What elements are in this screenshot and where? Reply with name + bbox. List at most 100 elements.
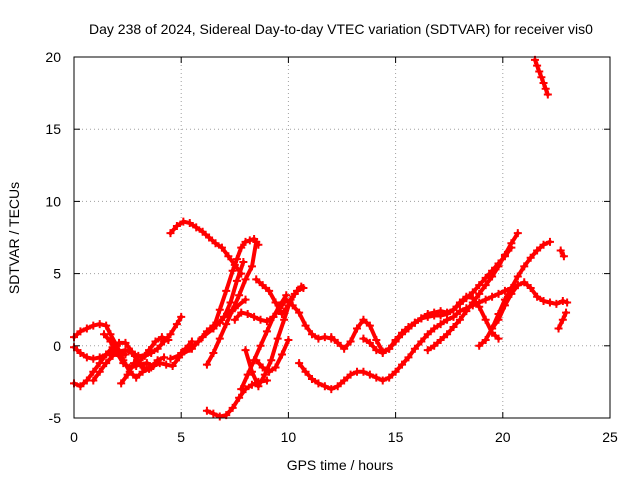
chart-title: Day 238 of 2024, Sidereal Day-to-day VTE… [89, 21, 593, 37]
x-tick-label: 10 [281, 429, 297, 445]
data-point [353, 324, 362, 333]
data-point [481, 315, 490, 324]
data-point [82, 353, 91, 362]
data-point [153, 344, 162, 353]
data-point [250, 312, 259, 321]
y-tick-label: 5 [53, 266, 61, 282]
data-point [385, 344, 394, 353]
data-point [372, 346, 381, 355]
data-point [359, 334, 368, 343]
data-point [168, 362, 177, 371]
data-point [179, 217, 188, 226]
data-point [76, 349, 85, 358]
data-point [235, 393, 244, 402]
data-point [95, 367, 104, 376]
data-point [232, 276, 241, 285]
data-point [198, 227, 207, 236]
data-point [436, 307, 445, 316]
data-point [265, 367, 274, 376]
data-point [327, 333, 336, 342]
data-point [138, 353, 147, 362]
data-point [443, 330, 452, 339]
x-tick-label: 5 [177, 429, 185, 445]
data-point [314, 334, 323, 343]
data-point [172, 221, 181, 230]
data-point [423, 310, 432, 319]
data-point [284, 301, 293, 310]
series-track-24 [554, 308, 571, 333]
data-point [307, 330, 316, 339]
series-track-26 [530, 55, 552, 99]
data-point [256, 315, 265, 324]
data-point [327, 385, 336, 394]
data-point [232, 255, 241, 264]
y-tick-label: 10 [45, 193, 61, 209]
data-point [455, 315, 464, 324]
data-point [436, 320, 445, 329]
data-point [209, 324, 218, 333]
data-point [372, 336, 381, 345]
data-point [526, 284, 535, 293]
data-point [192, 223, 201, 232]
series-track-21 [423, 229, 522, 355]
data-point [449, 305, 458, 314]
data-point [417, 337, 426, 346]
data-point [95, 353, 104, 362]
x-tick-label: 15 [388, 429, 404, 445]
data-point [228, 305, 237, 314]
axis-ticks: 0 5 10 15 20 25 -5 0 5 10 15 20 [45, 49, 618, 445]
data-point [149, 362, 158, 371]
data-point [160, 353, 169, 362]
data-point [235, 291, 244, 300]
data-point [398, 360, 407, 369]
data-point [449, 323, 458, 332]
data-point [269, 312, 278, 321]
data-point [241, 346, 250, 355]
data-point [142, 359, 151, 368]
data-point [205, 233, 214, 242]
data-point [507, 289, 516, 298]
data-point [243, 370, 252, 379]
data-point [185, 344, 194, 353]
data-point [95, 320, 104, 329]
data-point [132, 373, 141, 382]
data-point [488, 324, 497, 333]
data-point [151, 337, 160, 346]
data-point [217, 243, 226, 252]
data-point [558, 297, 567, 306]
data-point [211, 239, 220, 248]
data-point [385, 373, 394, 382]
data-point [436, 336, 445, 345]
data-point [228, 403, 237, 412]
data-point [89, 354, 98, 363]
data-point [481, 273, 490, 282]
data-point [209, 349, 218, 358]
data-point [513, 229, 522, 238]
data-point [209, 409, 218, 418]
data-point [166, 354, 175, 363]
data-point [333, 382, 342, 391]
data-point [365, 338, 374, 347]
data-point [250, 234, 259, 243]
data-point [526, 253, 535, 262]
data-point [136, 360, 145, 369]
data-point [284, 336, 293, 345]
data-point [243, 310, 252, 319]
data-point [539, 78, 548, 87]
data-point [346, 370, 355, 379]
x-tick-label: 25 [602, 429, 618, 445]
data-point [475, 289, 484, 298]
data-point [533, 61, 542, 70]
data-point [247, 380, 256, 389]
data-point [423, 330, 432, 339]
data-point [365, 321, 374, 330]
data-point [481, 336, 490, 345]
data-point [359, 367, 368, 376]
data-point [277, 310, 286, 319]
data-point [562, 308, 571, 317]
y-tick-label: 20 [45, 49, 61, 65]
data-point [102, 359, 111, 368]
data-point [112, 349, 121, 358]
series-track-7 [166, 217, 246, 278]
